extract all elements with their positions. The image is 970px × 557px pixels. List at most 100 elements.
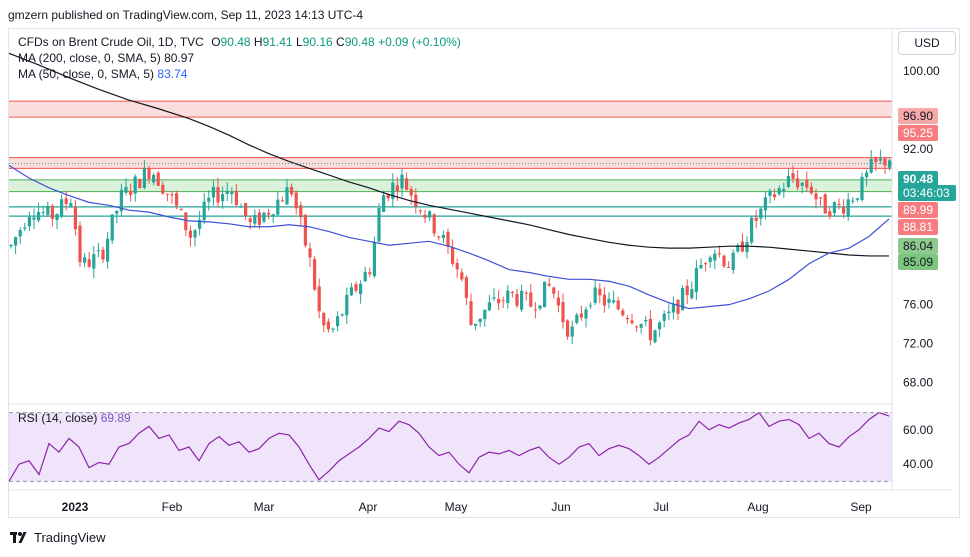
candle-body xyxy=(414,194,418,207)
candle-body xyxy=(681,288,685,311)
candle-body xyxy=(405,178,409,190)
candle-body xyxy=(9,245,13,247)
candle-body xyxy=(262,212,266,222)
candle-body xyxy=(184,212,188,231)
candle-body xyxy=(694,267,698,293)
ma50-line xyxy=(8,164,890,310)
candle-body xyxy=(515,293,519,306)
candle-body xyxy=(50,205,54,219)
candle-body xyxy=(671,303,675,313)
time-tick-label: Sep xyxy=(850,500,872,514)
candle-body xyxy=(888,160,892,168)
candle-body xyxy=(602,294,606,306)
candle-body xyxy=(556,297,560,306)
candle-body xyxy=(119,189,123,212)
candle-body xyxy=(253,215,257,224)
candle-body xyxy=(474,323,478,326)
candle-body xyxy=(179,208,183,210)
candle-body xyxy=(492,297,496,299)
candle-body xyxy=(170,194,174,196)
candle-body xyxy=(18,230,22,237)
candle-body xyxy=(727,266,731,268)
candle-body xyxy=(382,195,386,212)
candle-body xyxy=(731,252,735,270)
price-label: 89.99 xyxy=(903,203,933,217)
candle-body xyxy=(92,254,96,269)
candle-body xyxy=(129,190,133,195)
time-tick-label: Jul xyxy=(653,500,668,514)
candle-body xyxy=(635,326,639,328)
zone-support-2 xyxy=(9,179,892,192)
close-value: 90.48 xyxy=(344,35,375,49)
candle-body xyxy=(621,310,625,316)
candle-body xyxy=(441,234,445,239)
candle-body xyxy=(78,225,82,263)
candle-body xyxy=(193,230,197,238)
candle-body xyxy=(584,309,588,319)
candle-body xyxy=(653,330,657,343)
price-tick-label: 92.00 xyxy=(903,142,933,156)
candle-body xyxy=(883,158,887,166)
candle-body xyxy=(487,302,491,311)
candle-body xyxy=(446,231,450,247)
candle-body xyxy=(359,283,363,295)
candle-body xyxy=(345,294,349,316)
candle-body xyxy=(768,190,772,196)
price-label-bg xyxy=(898,202,938,218)
rsi-tick-label: 40.00 xyxy=(903,457,933,471)
candle-body xyxy=(340,314,344,316)
price-tick-label: 100.00 xyxy=(903,64,940,78)
candle-body xyxy=(239,206,243,208)
candle-body xyxy=(759,208,763,219)
candle-body xyxy=(699,264,703,269)
candle-body xyxy=(800,182,804,186)
candle-body xyxy=(575,314,579,323)
candle-body xyxy=(221,193,225,202)
candle-body xyxy=(147,168,151,179)
candle-body xyxy=(648,318,652,341)
zone-resistance-0 xyxy=(9,101,892,118)
currency-button[interactable]: USD xyxy=(898,31,956,55)
publisher-header: gmzern published on TradingView.com, Sep… xyxy=(8,8,364,22)
candle-body xyxy=(566,320,570,337)
candle-body xyxy=(589,305,593,307)
candle-body xyxy=(497,298,501,304)
rsi-label[interactable]: RSI (14, close) xyxy=(18,411,98,425)
candle-body xyxy=(612,300,616,303)
zone-resistance-1 xyxy=(9,157,892,169)
time-tick-label: 2023 xyxy=(62,500,89,514)
price-label-bg xyxy=(898,219,938,235)
candle-body xyxy=(152,174,156,183)
candle-body xyxy=(547,283,551,286)
candles-layer xyxy=(9,149,892,346)
ma200-line xyxy=(8,52,889,257)
candle-body xyxy=(124,186,128,193)
candle-body xyxy=(644,319,648,322)
ma200-label[interactable]: MA (200, close, 0, SMA, 5) xyxy=(18,51,161,65)
candle-body xyxy=(855,198,859,200)
candle-body xyxy=(685,285,689,296)
ma50-label[interactable]: MA (50, close, 0, SMA, 5) xyxy=(18,67,155,81)
price-label: 95.25 xyxy=(903,126,933,140)
price-label: 96.90 xyxy=(903,109,933,123)
candle-body xyxy=(625,317,629,320)
footer-brand[interactable]: TradingView xyxy=(10,530,106,545)
candle-body xyxy=(280,200,284,202)
candle-body xyxy=(41,212,45,214)
candle-body xyxy=(156,172,160,186)
candle-body xyxy=(593,287,597,303)
time-tick-label: May xyxy=(445,500,468,514)
high-label: H xyxy=(253,35,263,49)
candle-body xyxy=(814,193,818,200)
candle-body xyxy=(27,217,31,227)
candle-body xyxy=(313,259,317,290)
candle-body xyxy=(469,301,473,326)
rsi-band xyxy=(9,412,892,482)
price-label: 90.48 xyxy=(903,172,933,186)
candle-body xyxy=(869,158,873,173)
candle-body xyxy=(386,194,390,199)
candle-body xyxy=(819,197,823,199)
candle-body xyxy=(60,199,64,217)
symbol-description[interactable]: CFDs on Brent Crude Oil, 1D, TVC xyxy=(18,35,204,49)
